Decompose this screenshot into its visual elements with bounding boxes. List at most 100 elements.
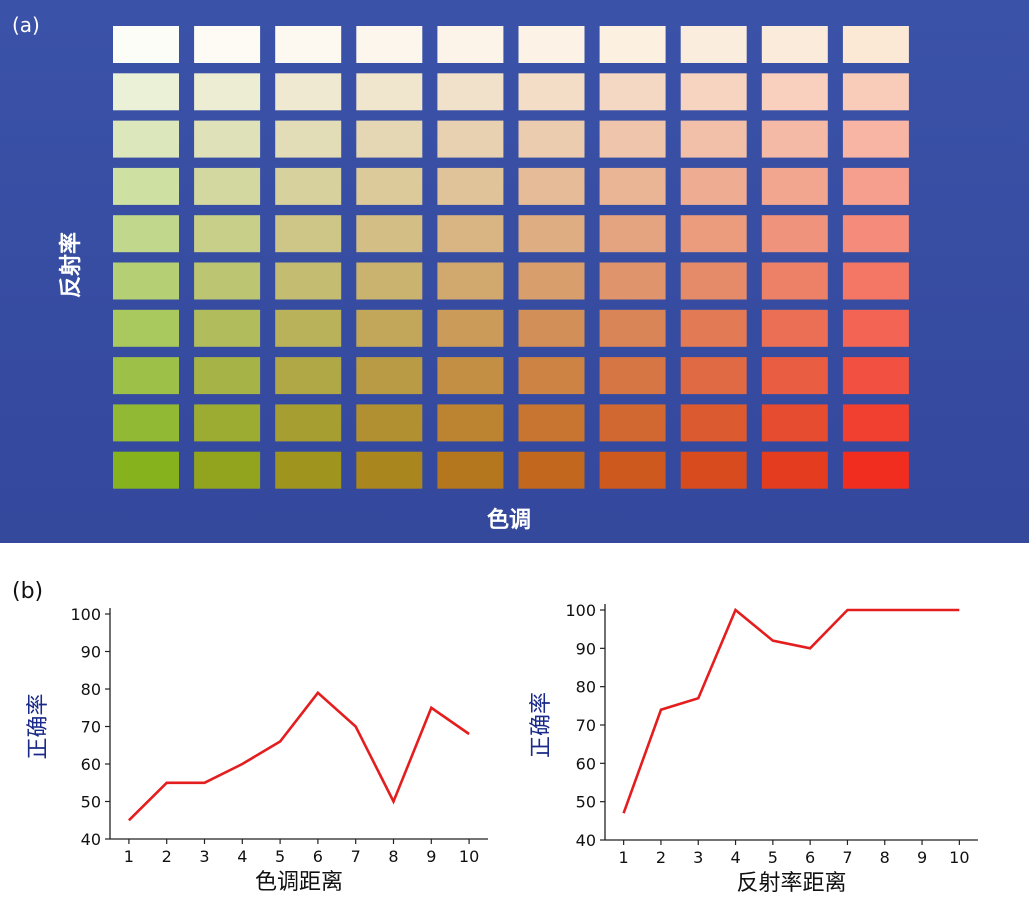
- x-tick-label: 1: [124, 847, 134, 866]
- color-swatch: [761, 120, 828, 158]
- color-swatch: [437, 167, 504, 205]
- color-swatch: [275, 167, 342, 205]
- color-swatch: [680, 309, 747, 347]
- color-swatch: [680, 26, 747, 63]
- color-swatch: [113, 26, 179, 63]
- color-swatch: [275, 309, 342, 347]
- color-swatch: [275, 404, 342, 442]
- color-swatch: [599, 404, 666, 442]
- color-swatch: [275, 262, 342, 300]
- color-swatch: [599, 309, 666, 347]
- color-swatch: [518, 120, 585, 158]
- color-swatch: [842, 404, 909, 442]
- color-swatch: [356, 309, 423, 347]
- color-swatch: [356, 26, 423, 63]
- y-tick-label: 70: [81, 718, 101, 737]
- color-swatch: [761, 215, 828, 253]
- y-tick-label: 60: [576, 754, 596, 773]
- color-swatch: [437, 73, 504, 111]
- reflectance-distance-chart: 40 50 60 70 80 90 100 1 2 3 4 5 6 7 8 9 10 反射率距离 正确率: [529, 601, 978, 896]
- color-swatch: [599, 26, 666, 63]
- color-swatch: [761, 73, 828, 111]
- color-swatch: [194, 215, 261, 253]
- color-swatch: [680, 73, 747, 111]
- color-swatch: [113, 215, 179, 253]
- color-swatch: [437, 357, 504, 395]
- color-swatch: [194, 262, 261, 300]
- color-swatch: [842, 262, 909, 300]
- color-swatch: [599, 167, 666, 205]
- color-swatch: [761, 357, 828, 395]
- color-swatch: [518, 357, 585, 395]
- x-tick-label: 3: [693, 848, 703, 867]
- color-swatch: [761, 262, 828, 300]
- color-swatch: [437, 451, 504, 489]
- y-tick-label: 60: [81, 755, 101, 774]
- x-tick-label: 2: [656, 848, 666, 867]
- color-swatch: [356, 451, 423, 489]
- color-swatch: [842, 215, 909, 253]
- color-swatch: [194, 404, 261, 442]
- color-swatch: [761, 451, 828, 489]
- color-swatch: [437, 404, 504, 442]
- color-swatch: [518, 404, 585, 442]
- color-swatch: [599, 73, 666, 111]
- color-swatch: [113, 357, 179, 395]
- color-swatch: [437, 26, 504, 63]
- color-swatch: [356, 262, 423, 300]
- color-swatch: [599, 357, 666, 395]
- color-swatch: [599, 451, 666, 489]
- color-swatch: [680, 120, 747, 158]
- color-swatch: [113, 73, 179, 111]
- color-swatch: [680, 167, 747, 205]
- y-tick-label: 50: [576, 793, 596, 812]
- color-swatch: [113, 309, 179, 347]
- x-tick-label: 10: [459, 847, 479, 866]
- color-swatch: [194, 309, 261, 347]
- color-swatch: [518, 167, 585, 205]
- y-tick-label: 50: [81, 793, 101, 812]
- y-tick-label: 100: [565, 601, 596, 620]
- x-tick-label: 5: [275, 847, 285, 866]
- y-tick-label: 80: [576, 678, 596, 697]
- x-tick-label: 8: [388, 847, 398, 866]
- y-tick-label: 80: [81, 680, 101, 699]
- color-swatch: [842, 451, 909, 489]
- hue-axis-label: 色调: [487, 507, 531, 533]
- color-swatch: [356, 120, 423, 158]
- x-tick-label: 7: [842, 848, 852, 867]
- color-swatch: [113, 404, 179, 442]
- y-tick-label: 100: [70, 605, 101, 624]
- color-swatch: [842, 120, 909, 158]
- x-tick-label: 9: [917, 848, 927, 867]
- y-tick-label: 40: [576, 831, 596, 850]
- color-swatch-grid: [113, 26, 909, 489]
- color-swatch: [194, 451, 261, 489]
- panel-b: (b) 40 50 60 70 80 90 100 1 2 3 4 5 6 7 8 9 10 色调距离 正确率 40…: [0, 543, 1029, 897]
- x-tick-label: 4: [237, 847, 247, 866]
- color-swatch: [275, 451, 342, 489]
- reflectance-axis-label: 反射率: [58, 232, 84, 298]
- color-swatch: [680, 357, 747, 395]
- color-swatch: [518, 451, 585, 489]
- hue-distance-chart: 40 50 60 70 80 90 100 1 2 3 4 5 6 7 8 9 10 色调距离 正确率: [26, 605, 488, 895]
- color-swatch: [194, 26, 261, 63]
- y-tick-label: 40: [81, 830, 101, 849]
- color-swatch: [275, 357, 342, 395]
- color-swatch: [518, 309, 585, 347]
- panel-a: (a) 反射率 色调: [0, 0, 1029, 543]
- color-swatch: [518, 73, 585, 111]
- color-swatch: [275, 215, 342, 253]
- accuracy-charts: (b) 40 50 60 70 80 90 100 1 2 3 4 5 6 7 8 9 10 色调距离 正确率 40…: [12, 579, 978, 896]
- panel-a-label: (a): [12, 13, 40, 37]
- y-tick-label: 90: [81, 643, 101, 662]
- color-swatch: [518, 26, 585, 63]
- x-tick-label: 3: [199, 847, 209, 866]
- color-swatch: [113, 451, 179, 489]
- y-tick-label: 90: [576, 639, 596, 658]
- color-swatch: [113, 167, 179, 205]
- color-swatch: [437, 262, 504, 300]
- color-swatch: [842, 26, 909, 63]
- panel-b-label: (b): [12, 579, 43, 604]
- color-swatch: [437, 120, 504, 158]
